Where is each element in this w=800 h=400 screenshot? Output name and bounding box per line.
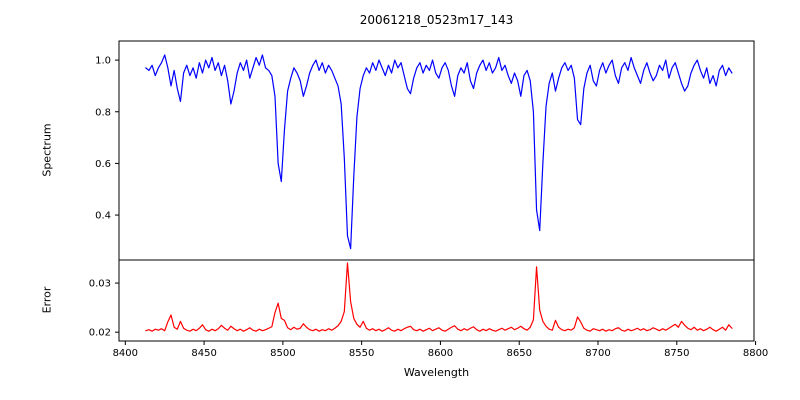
- x-tick-label: 8600: [428, 348, 453, 359]
- x-tick-label: 8400: [113, 348, 138, 359]
- x-tick-label: 8550: [349, 348, 374, 359]
- error-panel: 0.03 0.02: [89, 259, 755, 342]
- error-y-tick-label: 0.03: [89, 279, 111, 290]
- spectrum-panel: 1.0 0.8 0.6 0.4: [95, 40, 755, 261]
- x-tick-label: 8700: [585, 348, 610, 359]
- spectrum-y-tick-label: 0.8: [95, 107, 111, 118]
- error-y-tick-label: 0.02: [89, 328, 111, 339]
- spectrum-y-tick-label: 0.6: [95, 159, 111, 170]
- spectrum-line: [145, 54, 733, 250]
- x-axis-label: Wavelength: [403, 366, 470, 379]
- x-tick-label: 8450: [191, 348, 216, 359]
- x-tick-label: 8500: [270, 348, 295, 359]
- error-line: [145, 262, 733, 332]
- spectrum-y-tick-label: 0.4: [95, 211, 111, 222]
- figure-title: 20061218_0523m17_143: [359, 13, 514, 27]
- x-axis-ticks: 8400 8450 8500 8550 8600 8650 8700 8750 8800: [113, 341, 768, 359]
- error-axes-border: [118, 259, 755, 342]
- x-tick-label: 8650: [506, 348, 531, 359]
- x-tick-label: 8800: [743, 348, 768, 359]
- spectrum-y-tick-label: 1.0: [95, 56, 111, 67]
- x-tick-label: 8750: [664, 348, 689, 359]
